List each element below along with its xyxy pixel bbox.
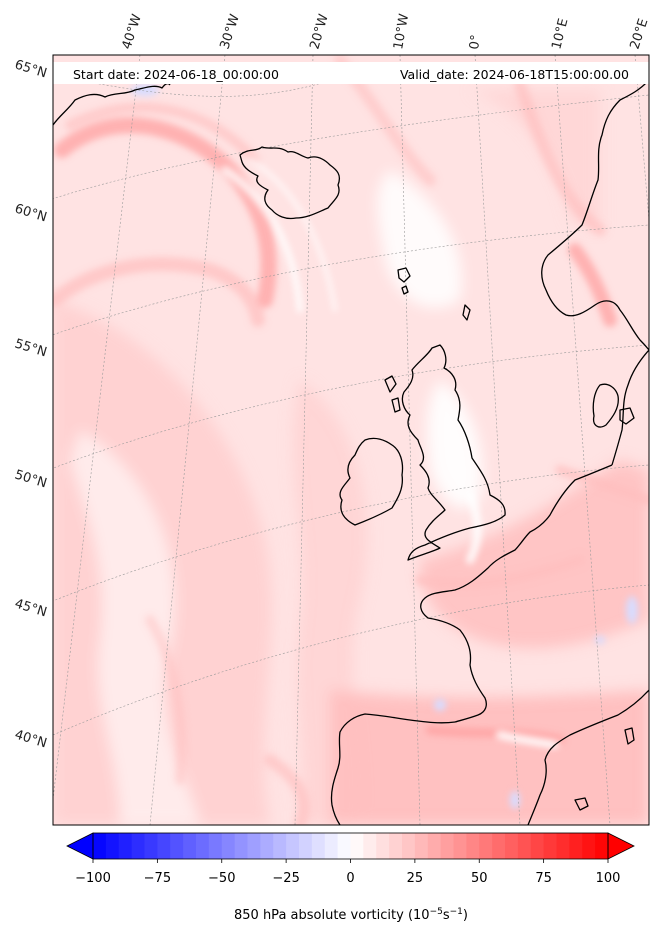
greenland-coast [53, 82, 171, 126]
header-strip [53, 62, 649, 84]
colorbar-segment [440, 833, 454, 859]
colorbar-tick-label: 75 [535, 871, 552, 886]
colorbar-segment [93, 833, 107, 859]
map-frame [52, 54, 650, 826]
lat-label-50n: 50°N [13, 467, 49, 491]
lat-label-45n: 45°N [13, 596, 49, 620]
colorbar-segment [337, 833, 351, 859]
colorbar-tick-label: 100 [596, 871, 621, 886]
corsica [624, 727, 635, 745]
colorbar-segment [427, 833, 442, 859]
colorbar-segment [389, 833, 403, 859]
colorbar-segment [402, 833, 416, 859]
valid-date-label: Valid_date: 2024-06-18T15:00:00.00 [400, 67, 629, 82]
lon-label-30w: 30°W [218, 12, 243, 51]
colorbar-tick-label: 50 [471, 871, 488, 886]
colorbar-segment [543, 833, 557, 859]
colorbar-segment [350, 833, 364, 859]
colorbar-segment [260, 833, 274, 859]
colorbar-segment [105, 833, 120, 859]
colorbar-extend-low [66, 832, 94, 860]
colorbar-segment [196, 833, 210, 859]
balearic-islands [574, 797, 589, 811]
colorbar-segment [170, 833, 184, 859]
colorbar-segment [569, 833, 583, 859]
colorbar-segment [505, 833, 519, 859]
lon-label-20e: 20°E [628, 17, 652, 51]
colorbar-segment [247, 833, 261, 859]
colorbar-ticks: −100 −75 −50 −25 0 25 50 75 100 [75, 859, 620, 886]
colorbar-segment [273, 833, 287, 859]
colorbar-segment [311, 833, 326, 859]
colorbar-segment [414, 833, 429, 859]
continental-coast [420, 464, 613, 723]
colorbar-segment [595, 833, 609, 859]
colorbar-segment [466, 833, 480, 859]
lon-label-0: 0° [467, 34, 484, 51]
colorbar-segment [363, 833, 377, 859]
colorbar-segment [221, 833, 236, 859]
lat-label-40n: 40°N [13, 727, 49, 751]
colorbar-title: 850 hPa absolute vorticity (10−5s−1) [234, 907, 468, 923]
colorbar-segment [208, 833, 223, 859]
lon-label-20w: 20°W [307, 12, 331, 51]
graticule [53, 55, 649, 825]
colorbar-segment [299, 833, 313, 859]
colorbar-segment [131, 833, 145, 859]
colorbar-segment [183, 833, 197, 859]
lat-label-55n: 55°N [13, 336, 49, 360]
colorbar-segment [582, 833, 596, 859]
vorticity-streaks [53, 55, 649, 825]
great-britain-coast [401, 344, 506, 561]
colorbar-segment [157, 833, 171, 859]
colorbar-segment [556, 833, 570, 859]
lon-label-10w: 10°W [391, 13, 412, 51]
lat-label-60n: 60°N [13, 201, 49, 225]
colorbar-segment [517, 833, 532, 859]
sweden-coast [611, 349, 649, 466]
colorbar-tick-label: 25 [407, 871, 424, 886]
colorbar-segment [286, 833, 300, 859]
mediterranean-coast [527, 689, 649, 825]
colorbar-segment [479, 833, 493, 859]
norway-coast [541, 79, 649, 351]
colorbar-segment [492, 833, 506, 859]
colorbar-tick-label: −25 [272, 871, 299, 886]
colorbar: −100 −75 −50 −25 0 25 50 75 100 850 hPa absolute… [66, 832, 635, 923]
colorbar-segments [93, 833, 609, 859]
longitude-labels: 40°W 30°W 20°W 10°W 0° 10°E 20°E [120, 12, 652, 51]
lon-label-40w: 40°W [120, 12, 145, 51]
start-date-label: Start date: 2024-06-18_00:00:00 [73, 67, 279, 82]
colorbar-extend-high [607, 832, 635, 860]
denmark-coast [592, 383, 635, 428]
colorbar-segment [530, 833, 545, 859]
hebrides [384, 375, 401, 413]
shetland [462, 304, 471, 321]
lat-label-65n: 65°N [13, 57, 49, 81]
faroe-islands [397, 267, 411, 295]
coastlines [53, 79, 649, 825]
colorbar-segment [118, 833, 133, 859]
map-panel: Start date: 2024-06-18_00:00:00 Valid_da… [53, 55, 649, 825]
iberia-coast [330, 713, 456, 825]
colorbar-segment [144, 833, 158, 859]
colorbar-segment [234, 833, 248, 859]
iceland-coast [239, 146, 341, 220]
colorbar-segment [376, 833, 390, 859]
colorbar-tick-label: −100 [75, 871, 111, 886]
lon-label-10e: 10°E [549, 17, 571, 51]
colorbar-tick-label: −75 [144, 871, 171, 886]
colorbar-segment [453, 833, 467, 859]
colorbar-tick-label: −50 [208, 871, 235, 886]
colorbar-segment [324, 833, 339, 859]
colorbar-tick-label: 0 [346, 871, 354, 886]
ireland-coast [339, 437, 404, 526]
latitude-labels: 65°N 60°N 55°N 50°N 45°N 40°N [13, 57, 49, 751]
